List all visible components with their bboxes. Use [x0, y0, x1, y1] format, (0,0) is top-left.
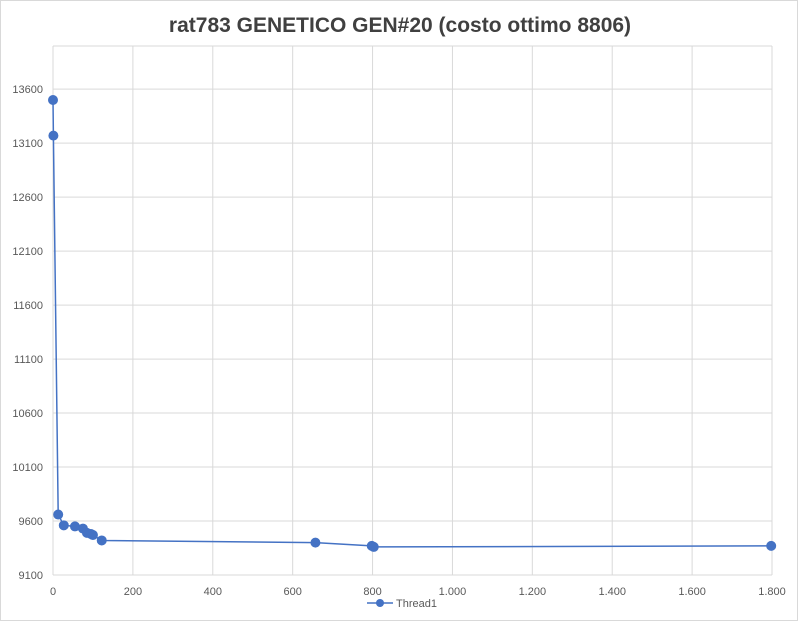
data-point: [96, 535, 107, 546]
y-tick-label: 12100: [12, 246, 43, 258]
x-tick-label: 1.600: [678, 586, 706, 598]
y-tick-label: 13600: [12, 84, 43, 96]
y-tick-label: 9600: [19, 516, 43, 528]
y-tick-label: 10100: [12, 462, 43, 474]
data-point: [48, 130, 59, 141]
x-tick-label: 800: [363, 586, 381, 598]
y-tick-label: 13100: [12, 138, 43, 150]
y-tick-label: 11600: [13, 300, 43, 312]
y-tick-label: 9100: [19, 570, 43, 582]
data-point: [368, 541, 379, 552]
chart-title: rat783 GENETICO GEN#20 (costo ottimo 880…: [169, 14, 631, 37]
x-tick-label: 600: [283, 586, 301, 598]
data-point: [58, 520, 69, 531]
y-tick-label: 10600: [12, 408, 43, 420]
y-tick-label: 11100: [14, 354, 43, 366]
x-tick-label: 0: [50, 586, 56, 598]
legend-marker: [376, 599, 384, 607]
x-tick-label: 1.200: [519, 586, 547, 598]
data-point: [310, 537, 321, 548]
x-tick-label: 400: [204, 586, 222, 598]
data-point: [87, 530, 98, 541]
x-tick-label: 200: [124, 586, 142, 598]
y-gridlines: [53, 45, 772, 576]
data-point: [48, 94, 58, 105]
series-line: [52, 99, 772, 548]
x-tick-label: 1.400: [598, 586, 626, 598]
data-point: [53, 509, 64, 520]
y-axis-ticks: 9100 9600 10100 10600 11100 11600 12100 12600 13…: [12, 84, 43, 582]
x-gridlines: [52, 46, 773, 575]
y-tick-label: 12600: [12, 192, 43, 204]
x-tick-label: 1.000: [439, 586, 467, 598]
legend: Thread1: [367, 598, 437, 610]
legend-label: Thread1: [396, 598, 437, 610]
series-thread1: [48, 94, 777, 552]
x-tick-label: 1.800: [758, 586, 786, 598]
x-axis-ticks: 0 200 400 600 800 1.000 1.200 1.400 1.600 1.800: [50, 586, 786, 598]
data-point: [766, 540, 777, 551]
